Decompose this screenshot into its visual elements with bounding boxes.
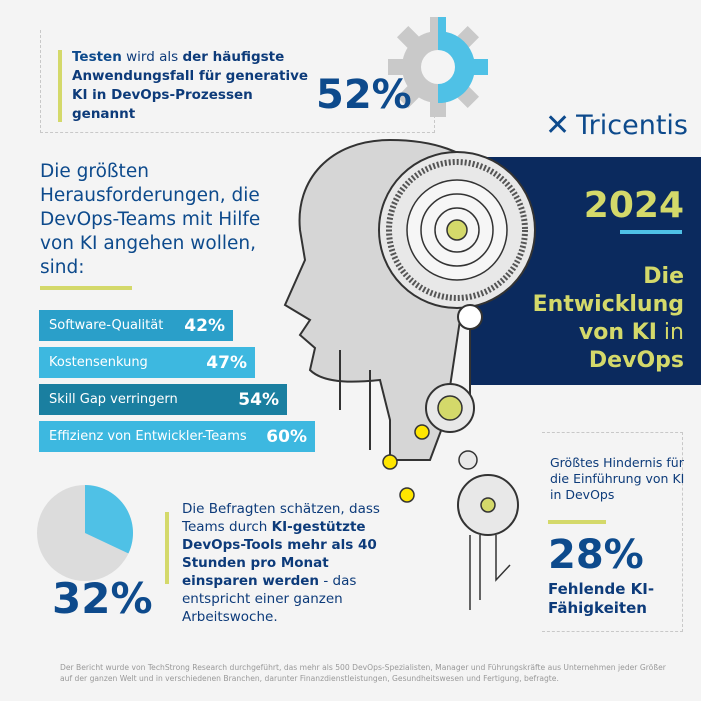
savings-accent	[165, 512, 169, 584]
footer-note: Der Bericht wurde von TechStrong Researc…	[60, 663, 666, 683]
hero-title: Die Entwicklung von KI in DevOps	[532, 264, 684, 373]
bar-dev-efficiency: Effizienz von Entwickler-Teams 60%	[39, 421, 315, 452]
bar-software-quality: Software-Qualität 42%	[39, 310, 233, 341]
robot-head-illustration	[283, 138, 536, 610]
year-underline	[620, 230, 682, 234]
obstacle-percentage: 28%	[548, 532, 644, 578]
challenges-underline	[40, 286, 132, 290]
savings-percentage: 32%	[52, 574, 153, 623]
pie-slice-32	[85, 485, 133, 554]
bar-cost-reduction: Kostensenkung 47%	[39, 347, 255, 378]
year: 2024	[583, 185, 684, 226]
gear-icon	[383, 12, 493, 122]
obstacle-label: Fehlende KI-Fähigkeiten	[548, 580, 655, 617]
savings-pie	[37, 485, 133, 581]
intro-accent	[58, 50, 62, 122]
tricentis-x-icon: ✕	[545, 108, 571, 143]
bar-skill-gap: Skill Gap verringern 54%	[39, 384, 287, 415]
savings-text: Die Befragten schätzen, dass Teams durch…	[182, 501, 380, 625]
intro-percentage: 52%	[316, 72, 412, 118]
obstacle-heading: Größtes Hindernis für die Einführung von…	[550, 455, 685, 502]
intro-text: Testen wird als der häufigste Anwendungs…	[72, 49, 309, 122]
obstacle-underline	[548, 520, 606, 524]
obstacle-box	[542, 432, 683, 632]
challenges-heading: Die größten Herausforderungen, die DevOp…	[40, 161, 261, 278]
tricentis-logo: ✕ Tricentis	[545, 108, 688, 143]
